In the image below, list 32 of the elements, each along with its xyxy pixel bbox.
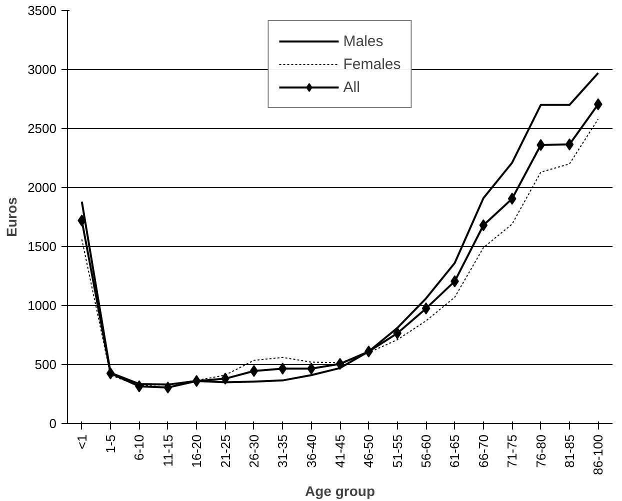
legend-label: All xyxy=(343,78,361,96)
x-tick-label: 51-55 xyxy=(390,434,405,468)
x-tick-label: <1 xyxy=(74,434,90,450)
y-tick-label: 0 xyxy=(49,416,57,431)
y-tick-label: 3500 xyxy=(28,3,56,18)
x-tick-label: 41-45 xyxy=(332,434,348,468)
x-tick-label: 46-50 xyxy=(361,434,376,468)
y-tick-label: 2000 xyxy=(28,180,56,195)
legend-label: Females xyxy=(343,56,401,72)
y-tick-label: 1500 xyxy=(28,239,56,254)
y-axis-title: Euros xyxy=(4,196,20,237)
x-tick-label: 81-85 xyxy=(562,434,577,468)
y-tick-label: 1000 xyxy=(28,298,56,313)
legend-label: Males xyxy=(343,32,384,50)
y-tick-label: 500 xyxy=(34,357,57,372)
x-tick-label: 66-70 xyxy=(476,434,491,468)
y-tick-label: 2500 xyxy=(28,121,56,136)
x-tick-label: 56-60 xyxy=(418,434,434,468)
x-tick-label: 6-10 xyxy=(132,434,147,461)
x-tick-label: 11-15 xyxy=(160,434,176,467)
x-tick-label: 16-20 xyxy=(189,434,204,468)
x-tick-label: 76-80 xyxy=(533,434,548,468)
x-tick-label: 86-100 xyxy=(590,434,606,475)
x-tick-label: 61-65 xyxy=(447,434,462,468)
x-tick-label: 71-75 xyxy=(504,434,520,468)
x-tick-label: 31-35 xyxy=(275,434,290,468)
x-tick-label: 26-30 xyxy=(246,434,262,468)
x-tick-label: 36-40 xyxy=(304,434,319,468)
x-tick-label: 1-5 xyxy=(103,434,118,454)
x-tick-label: 21-25 xyxy=(218,434,233,468)
y-tick-label: 3000 xyxy=(28,62,56,77)
x-axis-title: Age group xyxy=(305,482,376,499)
